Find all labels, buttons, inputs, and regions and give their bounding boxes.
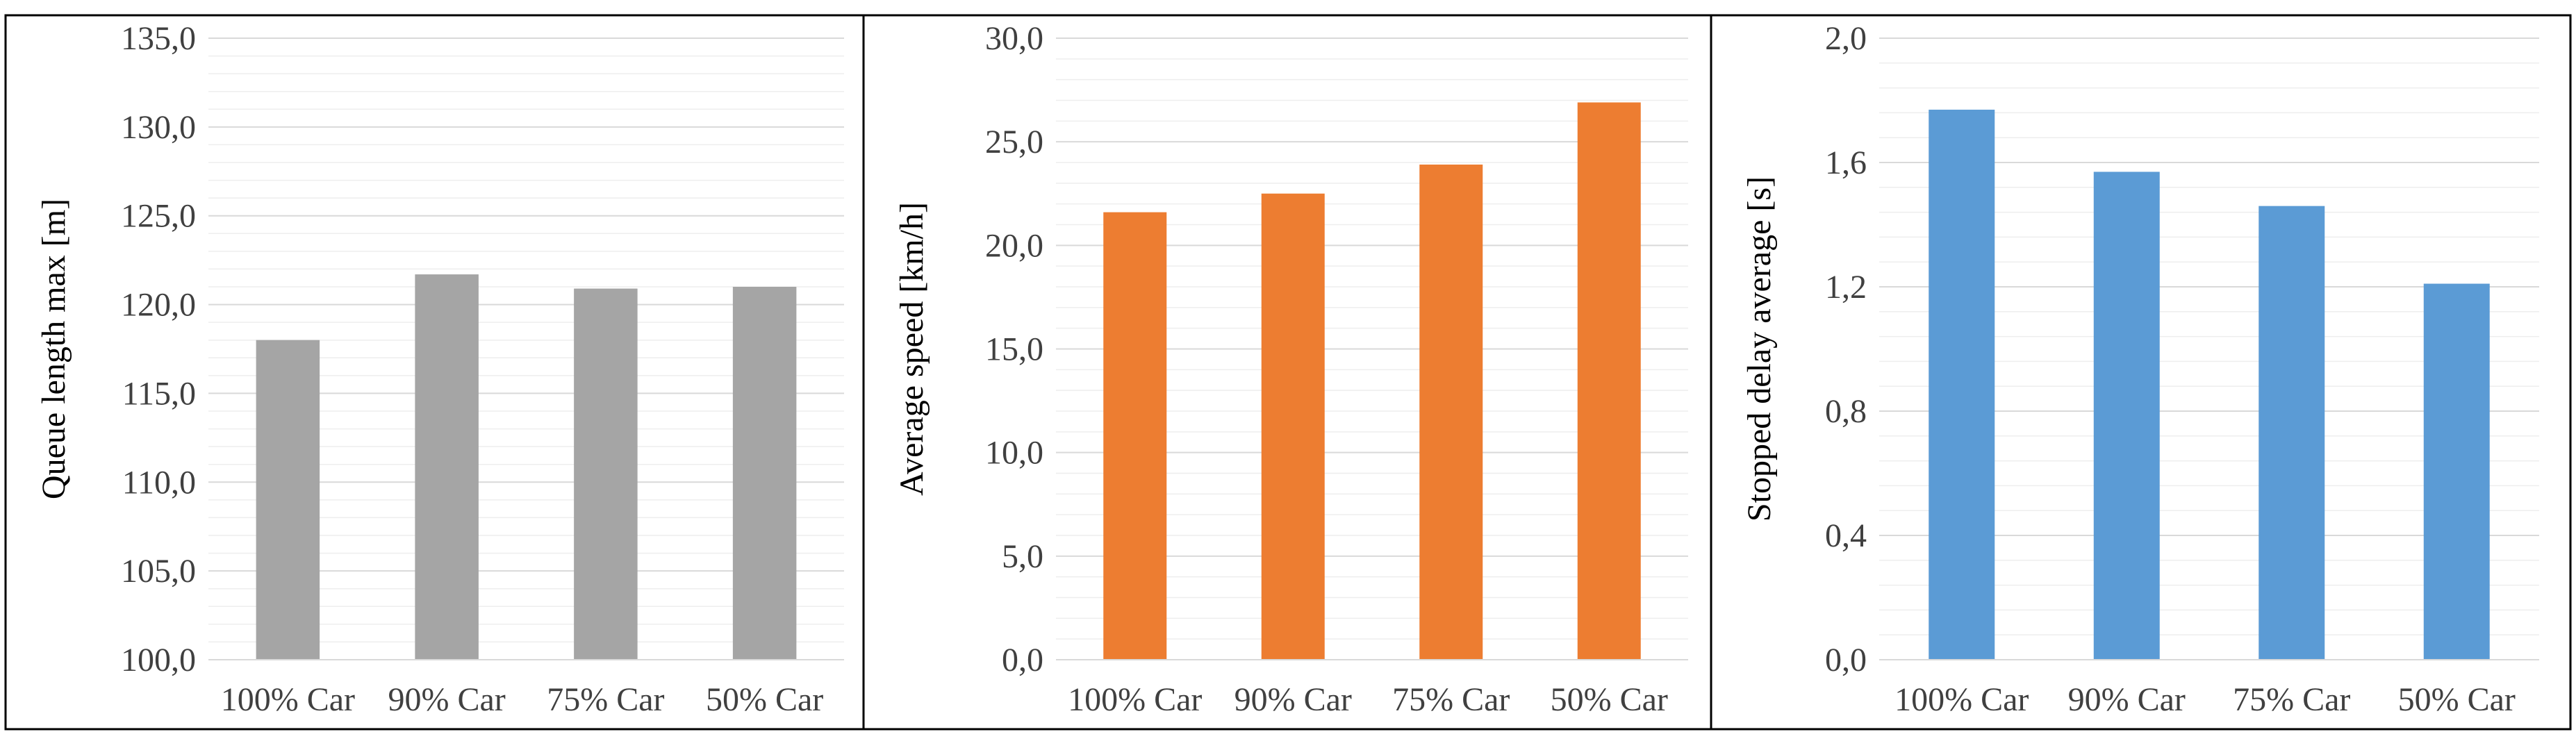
y-tick-label: 25,0 <box>985 124 1043 160</box>
x-category-label: 90% Car <box>388 681 505 718</box>
panel-frame-3 <box>1710 14 2572 731</box>
x-category-label: 50% Car <box>706 681 823 718</box>
bar-100-car <box>1929 109 1995 660</box>
y-tick-label: 1,6 <box>1825 144 1867 181</box>
y-tick-label: 5,0 <box>1002 538 1043 575</box>
y-tick-label: 0,0 <box>1825 642 1867 678</box>
bar-50-car <box>1577 102 1641 660</box>
bar-90-car <box>415 274 479 660</box>
y-axis-title: Average speed [km/h] <box>893 202 930 496</box>
y-tick-label: 0,0 <box>1002 642 1043 678</box>
x-category-label: 50% Car <box>1551 681 1668 718</box>
y-tick-label: 20,0 <box>985 227 1043 264</box>
x-category-label: 90% Car <box>2068 681 2186 718</box>
y-tick-label: 15,0 <box>985 331 1043 368</box>
x-category-label: 75% Car <box>547 681 664 718</box>
y-tick-label: 0,4 <box>1825 517 1867 554</box>
bar-75-car <box>574 288 638 660</box>
y-axis-title: Queue length max [m] <box>35 199 72 499</box>
y-axis-title: Stopped delay average [s] <box>1741 176 1778 522</box>
bar-50-car <box>2423 283 2490 660</box>
bar-90-car <box>1261 193 1325 660</box>
y-tick-label: 115,0 <box>122 375 196 412</box>
y-tick-label: 130,0 <box>121 109 196 146</box>
y-tick-label: 110,0 <box>122 464 196 501</box>
y-tick-label: 100,0 <box>121 642 196 678</box>
x-category-label: 75% Car <box>1392 681 1510 718</box>
x-category-label: 100% Car <box>221 681 355 718</box>
x-category-label: 90% Car <box>1235 681 1352 718</box>
y-tick-label: 125,0 <box>121 198 196 235</box>
y-tick-label: 105,0 <box>121 553 196 590</box>
y-tick-label: 1,2 <box>1825 269 1867 306</box>
x-category-label: 50% Car <box>2398 681 2516 718</box>
x-category-label: 100% Car <box>1894 681 2029 718</box>
bar-75-car <box>2259 206 2325 660</box>
y-tick-label: 30,0 <box>985 20 1043 57</box>
y-tick-label: 0,8 <box>1825 393 1867 430</box>
bar-90-car <box>2093 172 2160 660</box>
x-category-label: 75% Car <box>2233 681 2350 718</box>
y-tick-label: 10,0 <box>985 435 1043 472</box>
x-category-label: 100% Car <box>1068 681 1202 718</box>
bar-100-car <box>1103 212 1167 660</box>
bar-50-car <box>732 287 797 660</box>
bar-75-car <box>1419 164 1483 660</box>
y-tick-label: 2,0 <box>1825 20 1867 57</box>
y-tick-label: 135,0 <box>121 20 196 57</box>
bar-100-car <box>256 340 320 660</box>
y-tick-label: 120,0 <box>121 287 196 324</box>
